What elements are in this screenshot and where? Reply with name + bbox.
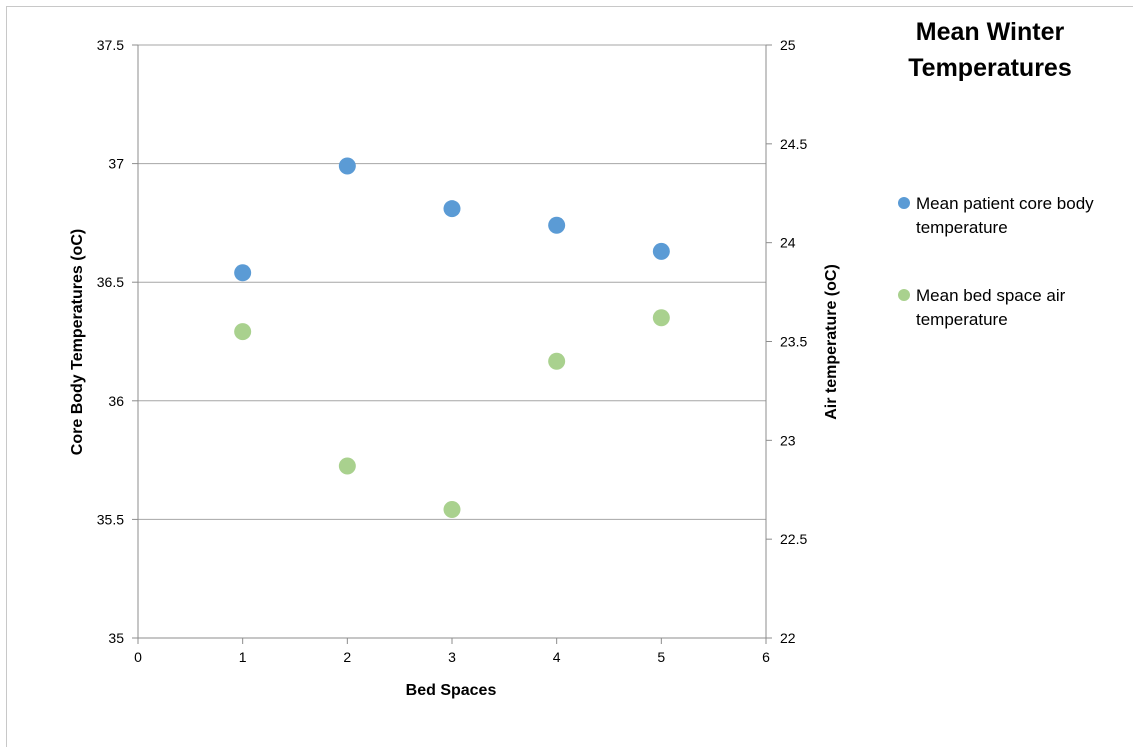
air-temp-point xyxy=(652,309,670,327)
core-body-temp-point xyxy=(234,264,252,282)
air-temp-point xyxy=(548,352,566,370)
x-tick-label: 1 xyxy=(239,649,247,665)
y-axis-title: Core Body Temperatures (oC) xyxy=(69,229,86,455)
chart-title: Mean Winter Temperatures xyxy=(908,18,1072,82)
y-tick-label: 37.5 xyxy=(97,37,124,53)
x-tick-label: 4 xyxy=(553,649,561,665)
y-tick-label: 35 xyxy=(108,630,124,646)
y-tick-label: 36 xyxy=(108,393,124,409)
legend-marker-core-body xyxy=(898,197,910,209)
data-points xyxy=(234,157,670,519)
legend-item-air-temp: Mean bed space air temperature xyxy=(898,284,1130,332)
legend-label-air-temp-line1: Mean bed space air xyxy=(916,286,1066,305)
y2-tick-label: 22 xyxy=(780,630,796,646)
x-tick-label: 0 xyxy=(134,649,142,665)
y-tick-label: 36.5 xyxy=(97,274,124,290)
core-body-temp-point xyxy=(443,200,461,218)
air-temp-point xyxy=(443,501,461,519)
x-tick-label: 2 xyxy=(343,649,351,665)
legend-item-core-body: Mean patient core body temperature xyxy=(898,192,1130,240)
y2-axis-title: Air temperature (oC) xyxy=(823,264,840,420)
y2-tick-label: 23.5 xyxy=(780,334,807,350)
x-tick-label: 3 xyxy=(448,649,456,665)
air-temp-point xyxy=(234,323,252,341)
legend: Mean patient core body temperature Mean … xyxy=(898,192,1130,376)
gridlines xyxy=(138,44,766,520)
core-body-temp-point xyxy=(548,216,566,234)
y-tick-label: 37 xyxy=(108,156,124,172)
axes xyxy=(132,44,772,644)
legend-label-air-temp-line2: temperature xyxy=(916,310,1008,329)
y2-tick-label: 24 xyxy=(780,235,796,251)
y2-tick-label: 24.5 xyxy=(780,136,807,152)
y2-tick-label: 22.5 xyxy=(780,531,807,547)
legend-label-core-body-line1: Mean patient core body xyxy=(916,194,1094,213)
legend-marker-air-temp xyxy=(898,289,910,301)
x-axis-title: Bed Spaces xyxy=(406,682,497,699)
core-body-temp-point xyxy=(338,157,356,175)
y2-tick-label: 23 xyxy=(780,432,796,448)
chart-frame xyxy=(6,6,1133,747)
legend-label-core-body-line2: temperature xyxy=(916,218,1008,237)
core-body-temp-point xyxy=(652,242,670,260)
y2-tick-label: 25 xyxy=(780,37,796,53)
x-tick-label: 6 xyxy=(762,649,770,665)
y-tick-label: 35.5 xyxy=(97,511,124,527)
x-tick-label: 5 xyxy=(657,649,665,665)
air-temp-point xyxy=(338,457,356,475)
